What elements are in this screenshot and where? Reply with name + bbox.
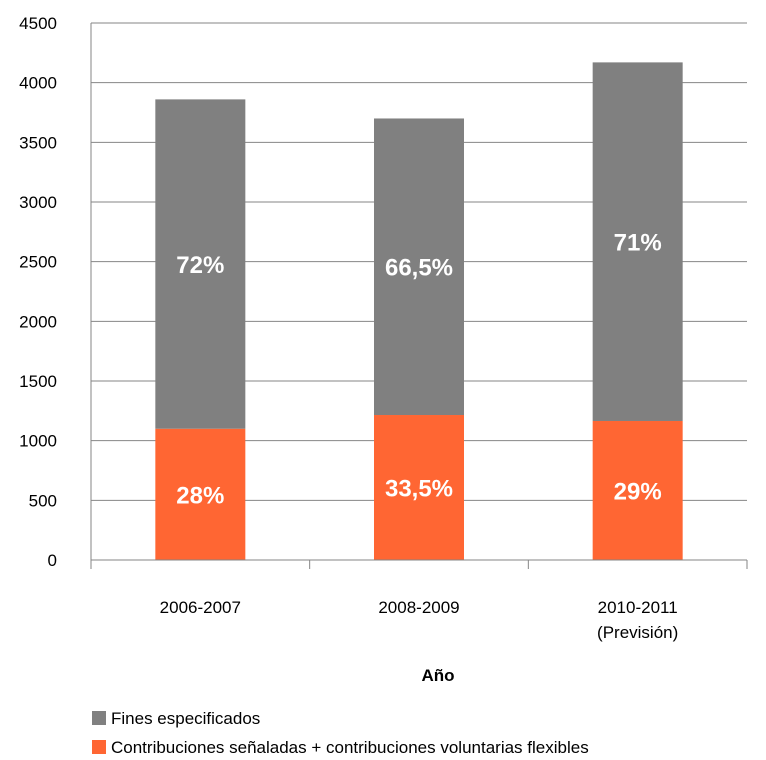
x-tick-label: 2006-2007 (160, 598, 241, 617)
axes (90, 23, 748, 569)
y-tick-label: 500 (29, 491, 57, 510)
x-tick-label: 2008-2009 (378, 598, 459, 617)
data-label: 28% (176, 482, 224, 509)
data-label: 71% (614, 230, 662, 257)
data-label: 66,5% (385, 255, 453, 282)
y-tick-label: 3000 (19, 193, 57, 212)
y-tick-label: 1500 (19, 372, 57, 391)
tick-labels: 0 500 1000 1500 2000 2500 3000 3500 4000 4500 2006… (19, 14, 678, 642)
x-axis-title: Año (421, 666, 454, 685)
y-tick-label: 2500 (19, 253, 57, 272)
data-label: 72% (176, 252, 224, 279)
bar-segment (155, 99, 246, 429)
bar-segment (374, 118, 464, 416)
bar-segment (592, 62, 683, 421)
y-tick-label: 4000 (19, 74, 57, 93)
legend-swatch (92, 740, 106, 754)
bar-segment (374, 415, 464, 560)
data-labels: 28% 72% 33,5% 66,5% 29% 71% (176, 230, 661, 510)
bar-segment (592, 420, 683, 560)
bar-segment (155, 428, 246, 560)
data-label: 33,5% (385, 476, 453, 503)
y-tick-label: 0 (48, 551, 57, 570)
x-tick-label: 2010-2011 (598, 598, 678, 617)
legend-label: Fines especificados (111, 709, 260, 728)
x-tick-label: (Previsión) (597, 623, 678, 642)
y-tick-label: 3500 (19, 133, 57, 152)
legend: Fines especificados Contribuciones señala… (92, 709, 589, 757)
y-tick-label: 4500 (19, 14, 57, 33)
data-label: 29% (614, 478, 662, 505)
legend-swatch (92, 711, 106, 725)
y-tick-label: 2000 (19, 312, 57, 331)
legend-label: Contribuciones señaladas + contribucione… (111, 738, 589, 757)
y-tick-label: 1000 (19, 432, 57, 451)
bars (155, 62, 683, 560)
